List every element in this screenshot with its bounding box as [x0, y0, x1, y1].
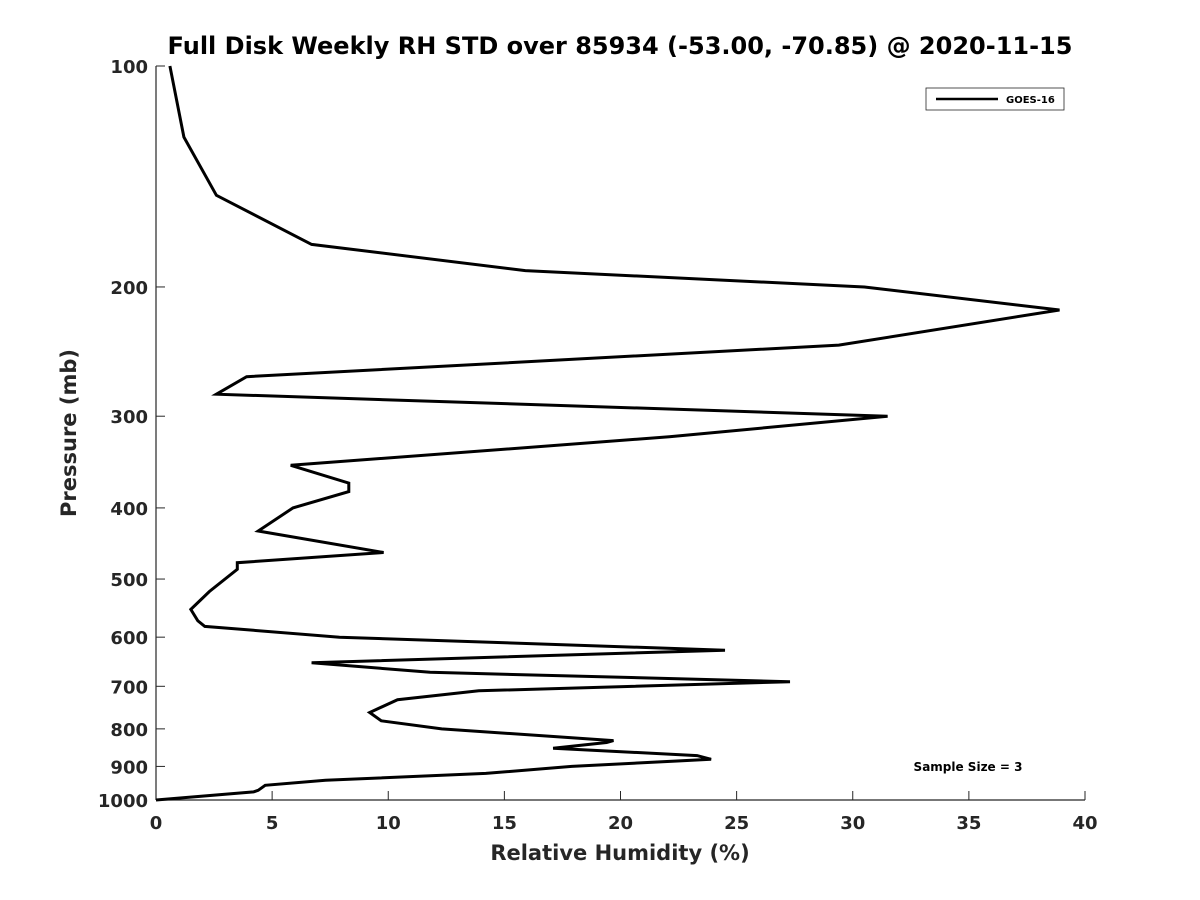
x-tick-label: 25 — [724, 813, 749, 834]
y-tick-label: 1000 — [98, 791, 148, 812]
x-axis-label: Relative Humidity (%) — [490, 841, 749, 865]
series-group — [155, 65, 1060, 802]
legend: GOES-16 — [925, 87, 1065, 111]
chart-title: Full Disk Weekly RH STD over 85934 (-53.… — [168, 32, 1073, 60]
x-tick-label: 20 — [608, 813, 633, 834]
y-tick-label: 100 — [110, 57, 148, 78]
y-tick-label: 400 — [110, 499, 148, 520]
x-tick-label: 35 — [956, 813, 981, 834]
y-tick-label: 500 — [110, 570, 148, 591]
sample-size-annotation: Sample Size = 3 — [914, 760, 1023, 774]
tick-group: 0 5 10 15 20 25 30 35 40 100 200 300 400 500 600 700 800… — [98, 57, 1098, 834]
x-tick-label: 40 — [1072, 813, 1097, 834]
y-tick-label: 300 — [110, 407, 148, 428]
y-tick-label: 700 — [110, 677, 148, 698]
x-tick-label: 30 — [840, 813, 865, 834]
y-tick-label: 800 — [110, 720, 148, 741]
x-tick-label: 15 — [492, 813, 517, 834]
y-axis-label: Pressure (mb) — [57, 349, 81, 517]
axes — [155, 66, 1085, 801]
x-tick-label: 10 — [376, 813, 401, 834]
y-tick-label: 900 — [110, 757, 148, 778]
legend-label: GOES-16 — [1006, 95, 1055, 106]
x-tick-label: 0 — [150, 813, 163, 834]
y-tick-label: 600 — [110, 628, 148, 649]
series-line-goes-16 — [155, 65, 1060, 802]
x-tick-label: 5 — [266, 813, 279, 834]
y-tick-label: 200 — [110, 278, 148, 299]
